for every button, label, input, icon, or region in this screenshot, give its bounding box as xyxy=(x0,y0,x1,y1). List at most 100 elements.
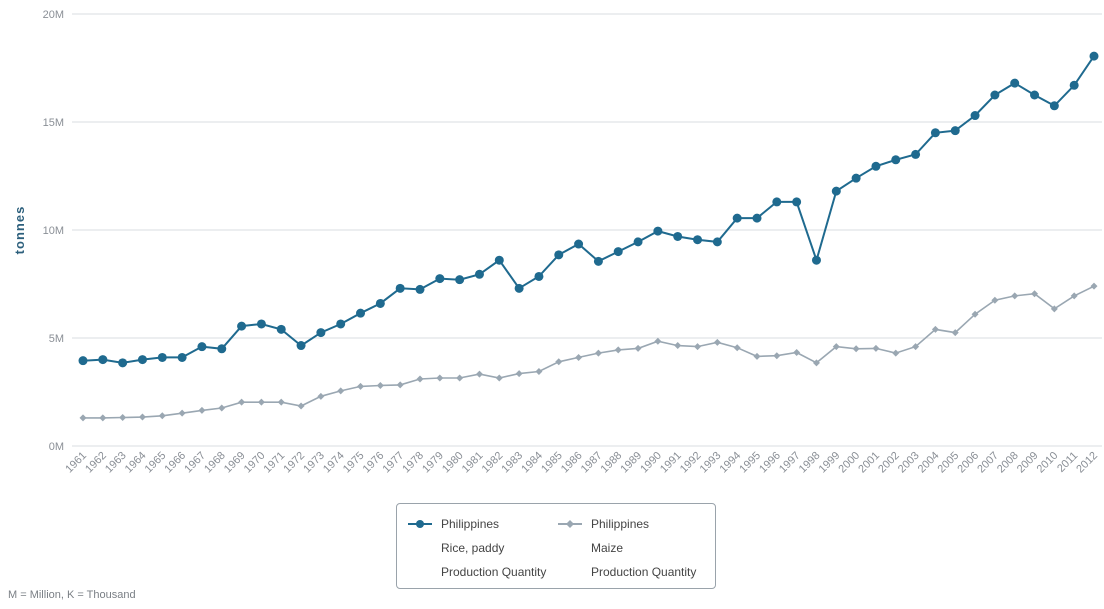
data-point xyxy=(317,392,325,400)
data-point xyxy=(593,256,603,266)
data-point xyxy=(694,343,702,351)
data-point xyxy=(157,352,167,362)
x-tick-label: 1986 xyxy=(559,450,585,476)
x-tick-label: 1968 xyxy=(202,450,228,476)
data-point xyxy=(455,275,465,285)
data-point xyxy=(395,283,405,293)
x-tick-label: 1984 xyxy=(519,450,545,476)
data-point xyxy=(238,398,246,406)
data-point xyxy=(912,343,920,351)
data-point xyxy=(535,367,543,375)
x-tick-label: 2010 xyxy=(1035,450,1061,476)
data-point xyxy=(98,355,108,365)
x-tick-label: 1993 xyxy=(698,450,724,476)
x-tick-label: 1991 xyxy=(658,450,684,476)
data-point xyxy=(792,197,802,207)
data-point xyxy=(158,412,166,420)
x-tick-label: 1966 xyxy=(162,450,188,476)
data-point xyxy=(316,328,326,338)
data-point xyxy=(693,235,703,245)
x-tick-label: 1996 xyxy=(757,450,783,476)
x-tick-label: 1964 xyxy=(123,450,149,476)
data-point xyxy=(1030,90,1040,100)
data-point xyxy=(613,247,623,257)
data-point xyxy=(277,398,285,406)
x-tick-label: 1971 xyxy=(262,450,288,476)
data-point xyxy=(852,345,860,353)
x-tick-label: 1977 xyxy=(380,450,406,476)
data-point xyxy=(990,90,1000,100)
x-tick-label: 1976 xyxy=(361,450,387,476)
data-point xyxy=(375,298,385,308)
y-tick-label: 15M xyxy=(43,117,64,129)
x-tick-label: 1999 xyxy=(817,450,843,476)
data-point xyxy=(495,374,503,382)
data-point xyxy=(337,387,345,395)
x-tick-label: 2000 xyxy=(836,450,862,476)
x-tick-label: 1973 xyxy=(301,450,327,476)
x-tick-label: 2004 xyxy=(916,450,942,476)
data-point xyxy=(793,348,801,356)
data-point xyxy=(633,237,643,247)
x-tick-label: 2011 xyxy=(1055,450,1080,475)
data-point xyxy=(970,111,980,121)
data-point xyxy=(575,353,583,361)
data-point xyxy=(276,324,286,334)
x-tick-label: 1965 xyxy=(143,450,169,476)
x-tick-label: 2002 xyxy=(876,450,902,476)
data-point xyxy=(733,344,741,352)
data-point xyxy=(811,255,821,265)
legend-item-rice[interactable]: Philippines Rice, paddy Production Quant… xyxy=(407,512,546,584)
x-tick-label: 2012 xyxy=(1074,450,1100,476)
data-point xyxy=(78,356,88,366)
x-tick-label: 2006 xyxy=(955,450,981,476)
data-point xyxy=(991,296,999,304)
data-point xyxy=(812,359,820,367)
y-tick-label: 20M xyxy=(43,9,64,21)
data-point xyxy=(475,370,483,378)
data-point xyxy=(971,310,979,318)
data-point xyxy=(99,414,107,422)
gridlines xyxy=(72,13,1102,447)
x-tick-label: 1989 xyxy=(618,450,644,476)
x-tick-label: 1961 xyxy=(63,450,89,476)
legend-item-maize[interactable]: Philippines Maize Production Quantity xyxy=(557,512,696,584)
data-point xyxy=(614,346,622,354)
data-point xyxy=(772,197,782,207)
data-point xyxy=(653,226,663,236)
data-point xyxy=(357,382,365,390)
data-point xyxy=(415,284,425,294)
data-point xyxy=(951,329,959,337)
data-point xyxy=(416,375,424,383)
x-tick-label: 2009 xyxy=(1015,450,1041,476)
x-tick-label: 1970 xyxy=(242,450,268,476)
data-point xyxy=(773,352,781,360)
data-point xyxy=(891,155,901,165)
data-point xyxy=(79,414,87,422)
data-point xyxy=(1011,292,1019,300)
x-tick-label: 1967 xyxy=(182,450,208,476)
data-point xyxy=(634,344,642,352)
legend-label-line-3: Production Quantity xyxy=(441,565,547,579)
data-point xyxy=(435,274,445,284)
data-point xyxy=(1090,282,1098,290)
y-tick-label: 0M xyxy=(49,441,64,453)
data-point xyxy=(515,370,523,378)
x-tick-label: 1980 xyxy=(440,450,466,476)
data-point xyxy=(376,382,384,390)
x-tick-label: 2005 xyxy=(936,450,962,476)
x-tick-label: 1979 xyxy=(420,450,446,476)
data-point xyxy=(674,342,682,350)
data-point xyxy=(237,321,247,331)
x-tick-label: 2007 xyxy=(975,450,1001,476)
data-point xyxy=(494,255,504,265)
data-point xyxy=(554,250,564,260)
x-tick-label: 1988 xyxy=(599,450,625,476)
data-point xyxy=(832,343,840,351)
data-point xyxy=(177,352,187,362)
x-tick-label: 1990 xyxy=(638,450,664,476)
x-tick-label: 1963 xyxy=(103,450,129,476)
data-point xyxy=(594,349,602,357)
x-tick-label: 1992 xyxy=(678,450,704,476)
